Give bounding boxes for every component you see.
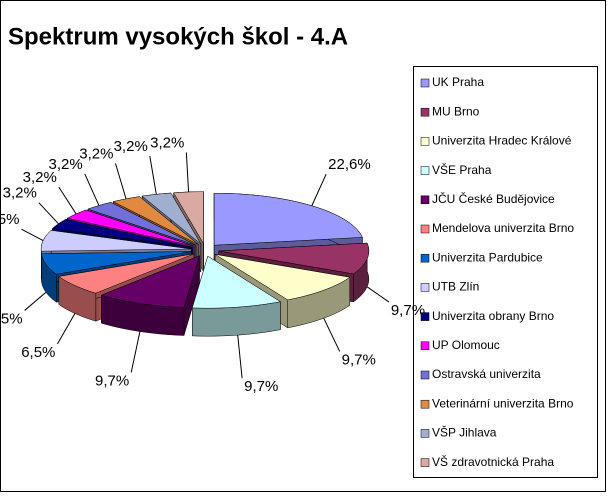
legend-label: Univerzita Pardubice: [432, 250, 543, 264]
legend-label: UP Olomouc: [432, 338, 500, 352]
leader-line: [21, 228, 44, 242]
legend-swatch: [420, 341, 430, 351]
slice: [215, 254, 351, 301]
legend-swatch: [420, 137, 430, 146]
data-label: 3,2%: [150, 134, 184, 151]
legend-swatch: [420, 429, 430, 438]
data-label: 9,7%: [244, 378, 278, 395]
legend-label: MU Brno: [432, 104, 480, 118]
slice: [51, 218, 193, 248]
leader-line: [24, 291, 47, 311]
data-label: 3,2%: [79, 145, 113, 162]
data-label: 3,2%: [23, 169, 57, 186]
leader-line: [185, 152, 190, 193]
data-label: 9,7%: [342, 351, 376, 368]
legend-label: Univerzita obrany Brno: [432, 309, 554, 323]
legend-swatch: [420, 78, 430, 88]
legend-swatch: [420, 253, 430, 263]
legend-swatch: [420, 283, 430, 292]
slice: [173, 191, 204, 245]
legend-box: [413, 66, 598, 478]
pie: [40, 191, 370, 337]
slice: [100, 255, 200, 336]
legend-swatch: [420, 224, 430, 234]
leader-line: [311, 173, 327, 206]
legend-swatch: [420, 312, 430, 321]
legend-label: UTB Zlín: [432, 280, 479, 294]
leader-line: [237, 335, 243, 379]
data-label: 3,2%: [114, 138, 148, 155]
data-label: 22,6%: [328, 156, 371, 173]
leader-line: [84, 173, 100, 206]
leader-line: [38, 202, 59, 225]
leader-line: [114, 163, 127, 200]
legend-label: VŠE Praha: [432, 162, 492, 177]
data-label: 6,5%: [0, 211, 19, 228]
slice: [191, 255, 282, 337]
legend-label: VŠP Jihlava: [432, 425, 497, 440]
chart-title: Spektrum vysokých škol - 4.A: [8, 23, 348, 50]
legend-swatch: [420, 370, 430, 380]
data-label: 9,7%: [391, 302, 425, 319]
leader-line: [56, 313, 76, 345]
legend-label: Veterinární univerzita Brno: [432, 396, 574, 410]
slice: [40, 230, 192, 252]
leader-line: [130, 331, 141, 373]
slice: [100, 255, 200, 308]
legend-label: Mendelova univerzita Brno: [432, 221, 574, 235]
legend-label: Univerzita Hradec Králové: [432, 134, 572, 148]
leader-line: [323, 317, 341, 352]
legend-swatch: [420, 166, 430, 175]
data-label: 3,2%: [49, 156, 83, 173]
data-label: 6,5%: [21, 344, 55, 361]
legend-label: Ostravská univerzita: [432, 367, 541, 381]
legend-swatch: [420, 399, 430, 409]
slice: [191, 255, 282, 309]
legend-swatch: [420, 195, 430, 205]
legend-label: JČU České Budějovice: [432, 191, 555, 206]
slice: [41, 251, 192, 275]
leader-line: [366, 286, 390, 303]
leader-line: [58, 186, 77, 215]
slice: [58, 253, 194, 294]
legend-swatch: [420, 458, 430, 467]
data-label: 6,5%: [0, 310, 23, 327]
legend-swatch: [420, 107, 430, 117]
leader-line: [149, 156, 157, 195]
legend-label: VŠ zdravotnická Praha: [432, 454, 554, 469]
legend-label: UK Praha: [432, 75, 484, 89]
data-label: 3,2%: [3, 185, 37, 202]
data-label: 9,7%: [95, 372, 129, 389]
slice: [218, 242, 370, 275]
slice: [213, 192, 363, 246]
